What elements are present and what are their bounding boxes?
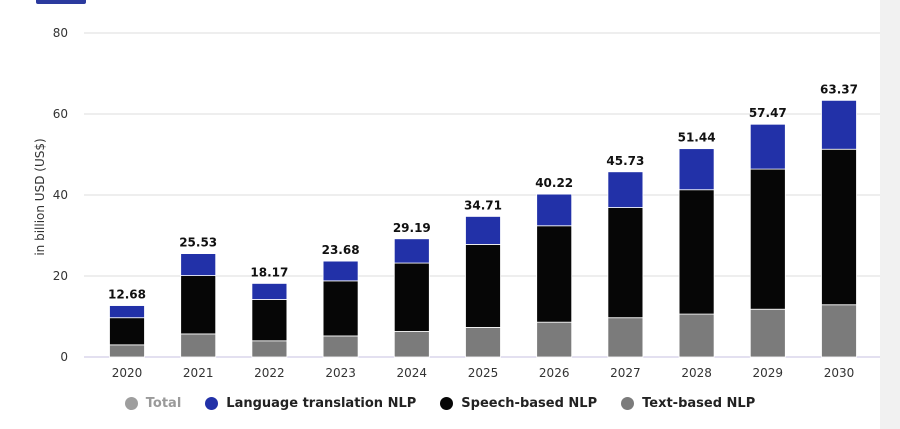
legend-item-language-translation-nlp[interactable]: Language translation NLP <box>205 396 416 411</box>
x-axis-ticks: 2020 2021 2022 2023 2024 2025 2026 2027 2028 2029… <box>112 366 855 380</box>
legend-item-speech-based-nlp[interactable]: Speech-based NLP <box>440 396 597 411</box>
text-based-nlp-bar[interactable] <box>109 344 145 358</box>
speech-based-nlp-bar[interactable] <box>251 299 288 342</box>
legend-label: Language translation NLP <box>226 396 417 411</box>
total-value-label: 40.22 <box>535 176 573 190</box>
x-tick-label: 2026 <box>539 366 570 380</box>
language-translation-nlp-bar[interactable] <box>251 283 288 300</box>
x-tick-label: 2030 <box>824 366 855 380</box>
total-value-label: 51.44 <box>678 131 716 145</box>
total-value-label: 63.37 <box>820 82 858 96</box>
y-tick-label: 40 <box>53 188 68 202</box>
y-tick-label: 20 <box>53 269 68 283</box>
speech-based-nlp-bar[interactable] <box>821 148 857 306</box>
legend-item-text-based-nlp[interactable]: Text-based NLP <box>621 396 755 411</box>
bars <box>109 99 857 358</box>
total-value-label: 45.73 <box>606 154 644 168</box>
x-tick-label: 2029 <box>753 366 784 380</box>
speech-based-nlp-bar[interactable] <box>180 275 217 335</box>
language-translation-nlp-bar[interactable] <box>821 99 857 150</box>
legend-marker-icon <box>440 397 454 410</box>
total-value-label: 18.17 <box>250 265 288 279</box>
speech-based-nlp-bar[interactable] <box>678 189 715 315</box>
stacked-bar-chart: 0 20 40 60 80 12.68 25.53 18.17 23.68 29.19 34.71… <box>33 26 880 380</box>
y-axis-label: in billion USD (US$) <box>33 138 47 255</box>
x-tick-label: 2021 <box>183 366 214 380</box>
speech-based-nlp-bar[interactable] <box>322 280 359 337</box>
legend: Total Language translation NLP Speech-base… <box>0 396 880 411</box>
x-tick-label: 2028 <box>681 366 712 380</box>
y-tick-label: 0 <box>60 350 68 364</box>
text-based-nlp-bar[interactable] <box>251 340 288 358</box>
text-based-nlp-bar[interactable] <box>678 313 715 358</box>
speech-based-nlp-bar[interactable] <box>465 244 501 328</box>
total-value-label: 12.68 <box>108 288 146 302</box>
language-translation-nlp-bar[interactable] <box>678 148 715 191</box>
total-value-label: 34.71 <box>464 198 502 212</box>
language-translation-nlp-bar[interactable] <box>322 260 359 282</box>
y-axis-ticks: 0 20 40 60 80 <box>53 26 68 364</box>
speech-based-nlp-bar[interactable] <box>393 262 430 332</box>
language-translation-nlp-bar[interactable] <box>180 253 217 276</box>
total-value-label: 23.68 <box>322 243 360 257</box>
x-tick-label: 2023 <box>325 366 356 380</box>
legend-label: Text-based NLP <box>642 396 756 411</box>
y-tick-label: 60 <box>53 107 68 121</box>
x-tick-label: 2025 <box>468 366 499 380</box>
text-based-nlp-bar[interactable] <box>536 321 573 358</box>
legend-label: Total <box>145 396 182 411</box>
total-value-label: 57.47 <box>749 106 787 120</box>
right-scroll-strip <box>880 0 900 429</box>
top-tab-indicator <box>36 0 86 4</box>
speech-based-nlp-bar[interactable] <box>109 317 145 346</box>
legend-marker-icon <box>205 397 219 410</box>
x-tick-label: 2020 <box>112 366 143 380</box>
text-based-nlp-bar[interactable] <box>821 304 857 358</box>
text-based-nlp-bar[interactable] <box>749 308 786 358</box>
total-labels: 12.68 25.53 18.17 23.68 29.19 34.71 40.22 45.73… <box>108 82 858 301</box>
x-tick-label: 2027 <box>610 366 641 380</box>
text-based-nlp-bar[interactable] <box>322 335 359 358</box>
speech-based-nlp-bar[interactable] <box>607 207 644 319</box>
legend-marker-icon <box>621 397 635 410</box>
speech-based-nlp-bar[interactable] <box>749 168 786 310</box>
text-based-nlp-bar[interactable] <box>180 333 217 358</box>
speech-based-nlp-bar[interactable] <box>536 225 573 323</box>
x-tick-label: 2022 <box>254 366 285 380</box>
language-translation-nlp-bar[interactable] <box>749 123 786 170</box>
legend-marker-icon <box>124 397 138 410</box>
x-tick-label: 2024 <box>397 366 428 380</box>
text-based-nlp-bar[interactable] <box>393 331 430 358</box>
legend-label: Speech-based NLP <box>461 396 598 411</box>
language-translation-nlp-bar[interactable] <box>607 171 644 208</box>
text-based-nlp-bar[interactable] <box>607 317 644 358</box>
legend-item-total[interactable]: Total <box>124 396 182 411</box>
total-value-label: 25.53 <box>179 236 217 250</box>
language-translation-nlp-bar[interactable] <box>109 305 145 319</box>
language-translation-nlp-bar[interactable] <box>536 193 573 227</box>
language-translation-nlp-bar[interactable] <box>393 238 430 264</box>
y-tick-label: 80 <box>53 26 68 40</box>
total-value-label: 29.19 <box>393 221 431 235</box>
text-based-nlp-bar[interactable] <box>465 327 501 358</box>
language-translation-nlp-bar[interactable] <box>465 216 501 245</box>
